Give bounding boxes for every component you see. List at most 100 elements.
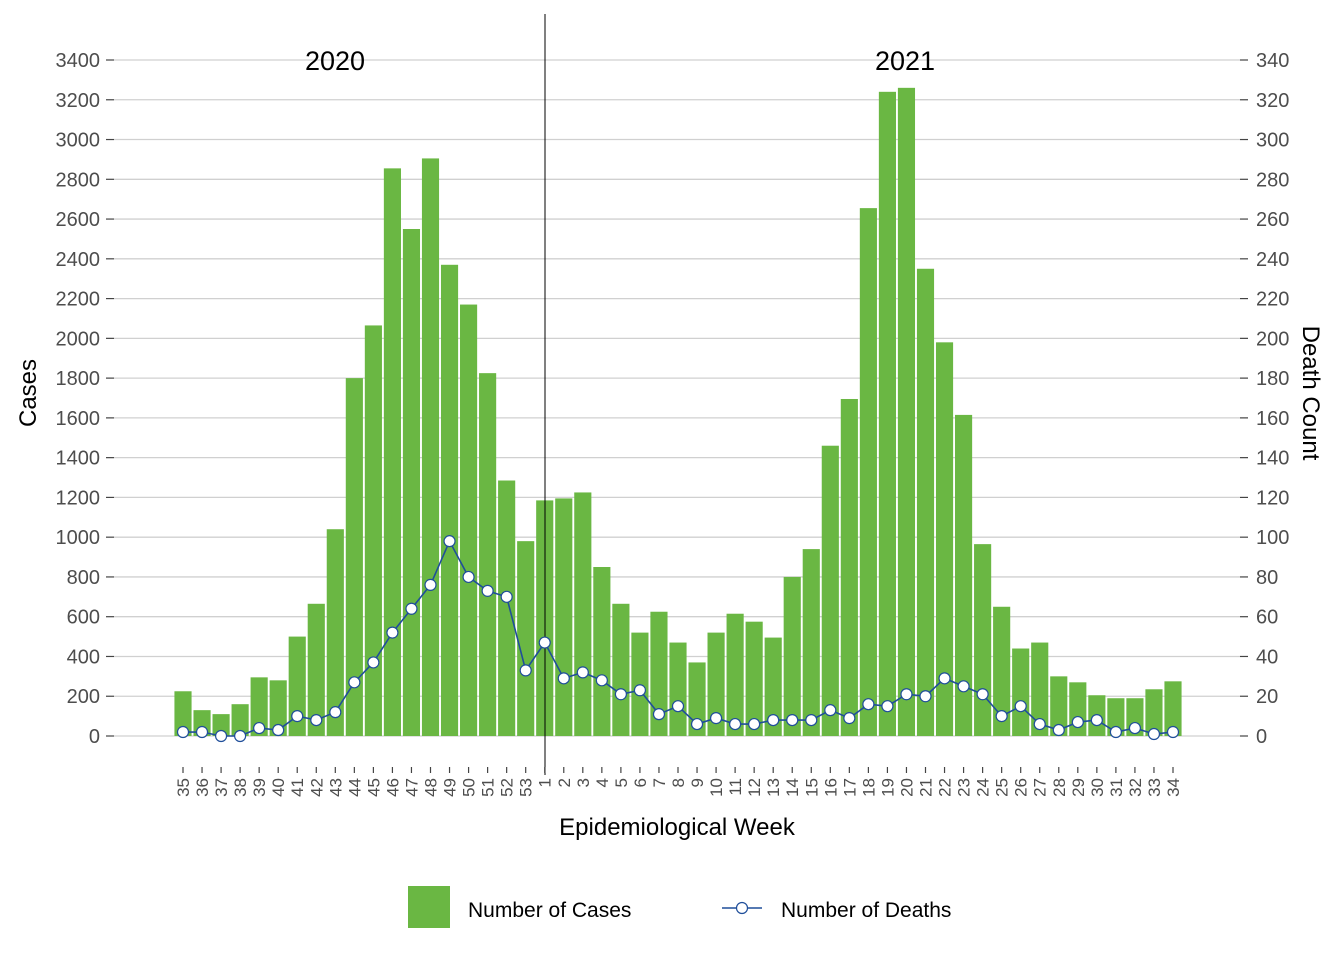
bar-cases-week-37 [212,714,230,736]
x-tick-label: 53 [517,778,536,797]
death-point-week-35 [176,725,190,739]
y2-tick-label: 180 [1256,368,1289,390]
y-tick-label: 2400 [56,249,101,271]
death-point-week-10 [709,712,723,725]
x-tick-label: 24 [974,778,993,797]
y-axis-left: 0 200 400 600 800 1000 1200 1400 1600 1800 2000 220… [56,50,114,748]
deaths-line [176,535,1180,743]
y2-tick-label: 240 [1256,249,1289,271]
legend-deaths-label: Number of Deaths [781,899,951,922]
y-tick-label: 3400 [56,50,101,72]
x-tick-label: 48 [422,778,441,797]
legend-cases-swatch [408,886,450,928]
y2-tick-label: 40 [1256,646,1278,668]
x-tick-label: 33 [1145,778,1164,797]
bar-cases-week-9 [688,662,706,736]
death-point-week-33 [1147,727,1161,741]
x-tick-label: 8 [669,778,688,787]
x-tick-label: 29 [1069,778,1088,797]
bar-cases-week-22 [935,342,954,736]
x-tick-label: 5 [612,778,631,787]
bar-cases-week-17 [840,398,858,736]
bar-cases-week-52 [498,480,516,736]
death-point-week-38 [234,729,247,743]
bar-cases-week-18 [859,208,877,736]
y2-tick-label: 340 [1256,50,1289,72]
y2-tick-label: 280 [1256,169,1289,191]
bar-cases-week-13 [764,637,782,736]
y-tick-label: 3200 [56,90,101,112]
death-point-week-7 [652,708,666,721]
x-tick-label: 27 [1031,778,1050,797]
x-tick-label: 23 [955,778,974,797]
x-tick-label: 34 [1164,778,1183,797]
x-tick-label: 45 [364,778,383,797]
death-point-week-21 [919,690,932,703]
y-axis-title: Cases [15,359,42,427]
death-point-week-36 [195,725,209,739]
death-point-week-26 [1014,700,1027,713]
bar-cases-week-26 [1012,648,1030,736]
death-point-week-11 [729,717,742,731]
death-point-week-12 [748,717,761,731]
year-label-2020: 2020 [305,46,365,76]
x-tick-label: 28 [1050,778,1069,797]
bar-cases-week-12 [745,621,763,736]
bar-cases-week-7 [650,611,668,736]
x-tick-label: 46 [383,778,402,797]
x-tick-label: 39 [250,778,269,797]
x-tick-label: 7 [650,778,669,787]
x-tick-label: 4 [593,778,612,787]
y2-axis-title: Death Count [1297,326,1324,461]
x-tick-label: 6 [631,778,650,787]
x-tick-label: 1 [536,778,555,787]
bar-cases-week-8 [669,642,687,736]
x-tick-label: 32 [1126,778,1145,797]
y2-tick-label: 80 [1256,567,1278,589]
x-axis-title: Epidemiological Week [559,814,796,841]
bar-cases-week-23 [955,414,973,736]
x-tick-label: 41 [288,778,307,797]
x-tick-label: 15 [802,778,821,797]
legend-cases-label: Number of Cases [468,899,631,922]
x-tick-label: 36 [193,778,212,797]
death-point-week-4 [595,674,608,687]
bar-cases-week-24 [974,544,992,736]
death-point-week-3 [576,666,589,679]
bar-cases-week-31 [1107,698,1125,736]
bar-cases-week-27 [1031,642,1049,736]
bar-cases-week-11 [726,613,744,736]
death-point-week-32 [1128,721,1142,735]
bar-cases-week-38 [231,704,249,736]
x-tick-label: 52 [498,778,517,797]
bar-cases-week-25 [993,606,1011,736]
y2-tick-label: 200 [1256,328,1289,350]
x-tick-label: 43 [326,778,345,797]
x-tick-label: 9 [688,778,707,787]
legend: Number of Cases Number of Deaths [408,886,951,928]
bar-cases-week-50 [460,304,478,736]
death-point-week-45 [367,656,380,669]
x-tick-label: 49 [441,778,460,797]
x-tick-label: 21 [917,778,936,797]
y2-tick-label: 220 [1256,289,1289,311]
death-point-week-14 [786,713,799,727]
death-point-week-2 [557,672,570,685]
death-point-week-30 [1090,713,1103,727]
x-tick-label: 2 [555,778,574,787]
year-label-2021: 2021 [875,46,935,76]
y-tick-label: 400 [67,646,100,668]
legend-deaths-marker [735,901,749,915]
y-tick-label: 1600 [56,408,101,430]
y-tick-label: 1800 [56,368,101,390]
bar-cases-week-2 [555,498,573,736]
bar-cases-week-44 [345,378,363,736]
y-tick-label: 2800 [56,169,101,191]
bar-cases-week-39 [250,677,268,736]
death-point-week-5 [614,688,627,701]
bar-cases-week-10 [707,632,725,736]
bar-cases-week-48 [421,158,440,736]
death-point-week-22 [938,672,951,685]
death-point-week-42 [310,713,323,727]
